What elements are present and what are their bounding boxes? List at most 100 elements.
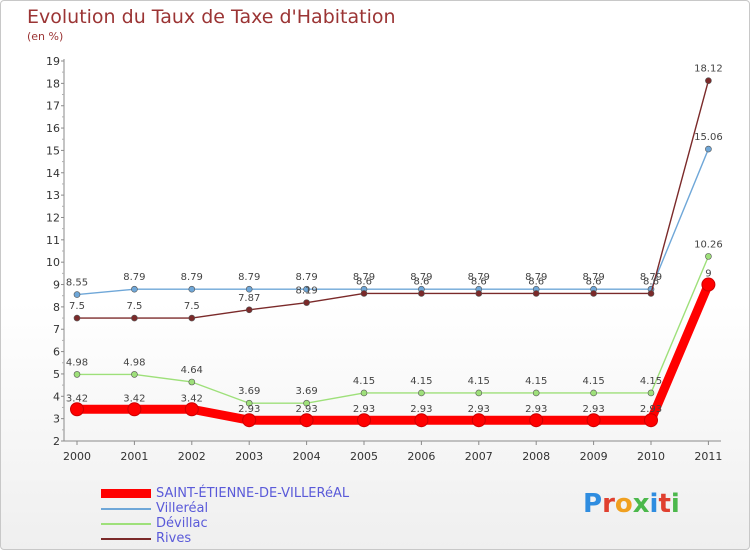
x-tick-label: 2010 [637,450,665,463]
data-label-1-6: 8.79 [410,272,432,283]
data-point-0-1 [127,402,142,417]
series-line-3 [76,79,710,319]
data-label-2-10: 4.15 [640,376,662,387]
data-label-2-8: 4.15 [525,376,547,387]
legend-item-devillac[interactable]: Dévillac [101,516,421,531]
legend-swatch-devillac [101,523,151,525]
y-tick-label: 17 [46,100,60,113]
data-label-2-3: 3.69 [238,386,260,397]
y-tick-label: 14 [46,167,60,180]
data-label-3-9: 8.6 [586,276,602,287]
data-point-2-7 [475,389,483,397]
y-tick-label: 11 [46,234,60,247]
y-tick-label: 12 [46,211,60,224]
x-tick-label: 2011 [694,450,722,463]
data-point-3-0 [73,314,81,322]
data-point-1-11 [705,145,712,153]
data-point-2-5 [360,389,368,397]
data-label-3-11: 18.12 [694,64,723,75]
legend: SAINT-ÉTIENNE-DE-VILLERéAL Villeréal Dév… [101,486,421,546]
data-label-0-1: 3.42 [123,393,145,404]
data-point-0-10 [644,413,658,428]
data-label-0-9: 2.93 [582,404,604,415]
y-tick-label: 8 [53,301,60,314]
data-point-3-4 [303,299,310,306]
y-unit-label: (en %) [27,30,64,43]
legend-label-villereal: Villeréal [156,501,209,516]
x-tick-label: 2001 [120,450,148,463]
y-tick-label: 6 [53,346,60,359]
data-label-2-9: 4.15 [582,376,604,387]
logo-letter: i [670,489,680,519]
logo-letter: i [649,489,659,519]
logo-letter: o [614,489,633,519]
x-tick-label: 2007 [465,450,493,463]
y-tick-label: 7 [53,323,60,336]
data-label-2-5: 4.15 [353,376,375,387]
data-label-0-6: 2.93 [410,404,432,415]
data-label-0-3: 2.93 [238,404,260,415]
data-point-2-0 [73,371,81,378]
data-point-2-11 [705,253,712,260]
data-label-3-5: 8.6 [356,276,372,287]
data-point-3-6 [418,290,425,297]
data-point-0-6 [414,413,429,428]
y-tick-label: 9 [53,279,60,292]
legend-item-villereal[interactable]: Villeréal [101,501,421,516]
data-label-2-7: 4.15 [468,376,490,387]
data-point-0-8 [529,413,544,428]
data-label-1-1: 8.79 [123,272,145,283]
data-point-2-10 [647,389,655,397]
y-tick-label: 16 [46,122,60,135]
data-label-1-11: 15.06 [694,132,723,143]
data-point-2-9 [590,389,597,397]
y-tick-label: 18 [46,77,60,90]
data-point-3-3 [245,306,253,314]
y-tick-label: 15 [46,144,60,157]
data-point-3-9 [590,290,597,297]
logo-letter: r [602,489,615,519]
data-label-1-5: 8.79 [353,272,375,283]
data-label-3-3: 7.87 [238,293,260,304]
data-point-1-2 [188,285,196,293]
data-label-1-3: 8.79 [238,272,260,283]
logo-letter: P [583,489,603,519]
x-tick-label: 2002 [178,450,206,463]
data-point-2-1 [131,371,138,378]
legend-item-rives[interactable]: Rives [101,531,421,546]
legend-item-saint-etienne[interactable]: SAINT-ÉTIENNE-DE-VILLERéAL [101,486,421,501]
data-label-0-10: 2.93 [640,404,662,415]
legend-swatch-saint-etienne [101,489,151,498]
data-point-2-4 [303,399,310,407]
data-point-1-4 [303,285,310,293]
y-tick-label: 2 [53,435,60,448]
y-tick-label: 13 [46,189,60,202]
data-label-2-0: 4.98 [66,357,88,368]
data-point-0-11 [701,277,716,292]
data-point-0-7 [471,413,486,428]
data-point-1-1 [131,285,138,293]
series-line-2 [76,255,710,404]
legend-label-devillac: Dévillac [156,516,208,531]
y-tick-label: 10 [46,256,60,269]
data-label-2-6: 4.15 [410,376,432,387]
y-tick-label: 5 [53,368,60,381]
data-label-3-1: 7.5 [126,301,142,312]
data-point-2-2 [188,378,196,386]
x-tick-label: 2003 [235,450,263,463]
data-point-0-5 [357,413,371,428]
data-point-0-9 [586,413,601,428]
data-point-0-2 [184,402,199,417]
data-label-0-4: 2.93 [295,404,317,415]
series-line-1 [76,148,710,296]
data-point-2-3 [245,399,253,407]
data-point-3-11 [705,77,712,84]
data-label-3-8: 8.6 [528,276,544,287]
data-label-1-4: 8.79 [295,272,317,283]
data-label-1-2: 8.79 [181,272,203,283]
data-label-0-0: 3.42 [66,393,88,404]
series-line-0 [72,280,713,425]
data-label-1-10: 8.79 [640,272,662,283]
